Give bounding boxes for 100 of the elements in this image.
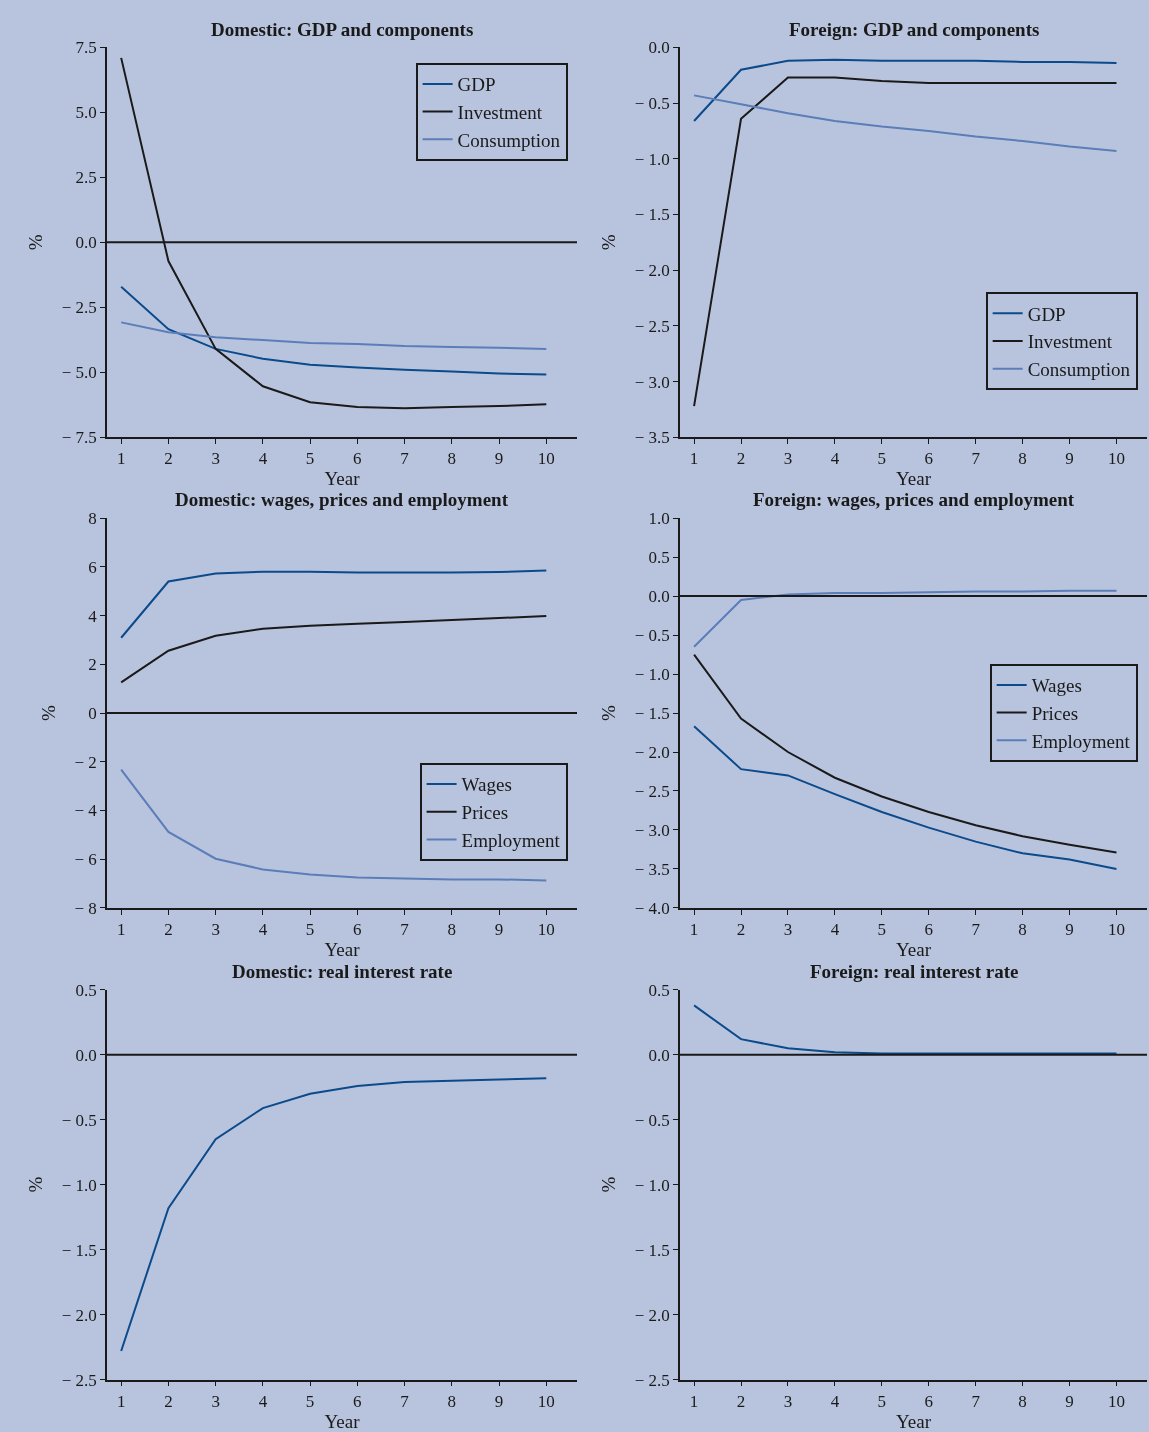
x-tick-label: 6 bbox=[924, 920, 933, 940]
y-tick-label: − 3.5 bbox=[634, 859, 670, 879]
x-tick-label: 7 bbox=[400, 920, 410, 940]
y-tick-label: − 0.5 bbox=[634, 626, 670, 646]
y-axis-title: % bbox=[25, 1176, 47, 1193]
x-tick-label: 6 bbox=[924, 449, 933, 469]
legend-label: Prices bbox=[1031, 702, 1079, 724]
x-tick-label: 2 bbox=[736, 449, 746, 469]
x-tick-label: 2 bbox=[164, 920, 173, 940]
y-tick-label: 8 bbox=[88, 509, 97, 529]
x-tick-label: 5 bbox=[877, 1391, 887, 1411]
y-tick-label: − 1.5 bbox=[634, 1240, 670, 1260]
y-tick-label: − 6 bbox=[74, 850, 97, 870]
x-tick-label: 2 bbox=[164, 1391, 173, 1411]
line-series bbox=[693, 1004, 1118, 1055]
y-tick-label: − 1.0 bbox=[61, 1175, 97, 1195]
y-tick-label: 0.0 bbox=[648, 587, 670, 607]
x-tick-label: 3 bbox=[783, 449, 793, 469]
y-tick-label: − 4.0 bbox=[634, 898, 670, 918]
chart-title: Domestic: GDP and components bbox=[211, 19, 474, 40]
line-series bbox=[120, 615, 548, 684]
x-tick-label: 8 bbox=[1018, 449, 1027, 469]
x-tick-label: 1 bbox=[116, 1391, 126, 1411]
legend-label: Prices bbox=[461, 802, 509, 824]
y-tick-label: 0.0 bbox=[75, 233, 97, 253]
x-tick-label: 6 bbox=[353, 920, 362, 940]
x-axis-title: Year bbox=[324, 468, 361, 490]
y-tick-label: − 2.0 bbox=[634, 1305, 670, 1325]
y-tick-label: − 2.5 bbox=[61, 1370, 97, 1390]
y-tick-label: − 0.5 bbox=[634, 1110, 670, 1130]
y-tick-label: − 8 bbox=[74, 898, 97, 918]
y-tick-label: 0.5 bbox=[648, 548, 670, 568]
x-tick-label: 7 bbox=[971, 449, 981, 469]
x-tick-label: 4 bbox=[258, 1391, 268, 1411]
x-tick-label: 7 bbox=[400, 449, 410, 469]
x-tick-label: 4 bbox=[830, 449, 840, 469]
y-tick-label: 0.0 bbox=[648, 38, 670, 58]
y-tick-label: 2.5 bbox=[75, 168, 97, 188]
y-axis-title: % bbox=[598, 1176, 620, 1193]
x-tick-label: 5 bbox=[305, 1391, 315, 1411]
y-tick-label: 0.5 bbox=[75, 980, 97, 1000]
y-tick-label: − 1.0 bbox=[634, 149, 670, 169]
x-tick-label: 9 bbox=[494, 449, 504, 469]
legend-label: Employment bbox=[1031, 730, 1131, 752]
x-tick-label: 3 bbox=[211, 1391, 220, 1411]
legend-label: Wages bbox=[461, 774, 512, 796]
y-tick-label: − 0.5 bbox=[634, 94, 670, 114]
x-tick-label: 7 bbox=[400, 1391, 410, 1411]
x-axis-title: Year bbox=[895, 468, 932, 490]
x-tick-label: 2 bbox=[736, 1391, 746, 1411]
y-tick-label: − 2.5 bbox=[634, 781, 670, 801]
x-tick-label: 10 bbox=[537, 920, 555, 940]
x-tick-label: 10 bbox=[1107, 920, 1125, 940]
x-tick-label: 9 bbox=[494, 920, 504, 940]
x-tick-label: 10 bbox=[537, 449, 555, 469]
line-series bbox=[120, 321, 548, 350]
y-tick-label: 2 bbox=[88, 655, 97, 675]
y-tick-label: − 3.0 bbox=[634, 372, 670, 392]
legend-label: Consumption bbox=[1027, 359, 1131, 381]
y-tick-label: − 2.0 bbox=[634, 261, 670, 281]
y-tick-label: − 2.0 bbox=[61, 1305, 97, 1325]
y-tick-label: − 1.5 bbox=[634, 205, 670, 225]
x-tick-label: 8 bbox=[1018, 920, 1027, 940]
x-tick-label: 1 bbox=[116, 920, 126, 940]
x-tick-label: 9 bbox=[1065, 449, 1074, 469]
x-tick-label: 4 bbox=[830, 1391, 840, 1411]
y-tick-label: − 2 bbox=[74, 752, 97, 772]
x-tick-label: 3 bbox=[783, 920, 793, 940]
chart-title: Foreign: real interest rate bbox=[810, 961, 1019, 982]
x-tick-label: 8 bbox=[447, 1391, 457, 1411]
y-tick-label: 6 bbox=[88, 557, 97, 577]
x-tick-label: 4 bbox=[258, 449, 268, 469]
x-tick-label: 6 bbox=[353, 1391, 362, 1411]
y-tick-label: − 3.0 bbox=[634, 820, 670, 840]
x-tick-label: 10 bbox=[1107, 1391, 1125, 1411]
x-tick-label: 9 bbox=[494, 1391, 504, 1411]
x-tick-label: 8 bbox=[447, 449, 457, 469]
y-tick-label: 0.0 bbox=[75, 1045, 97, 1065]
line-series bbox=[120, 285, 548, 376]
y-axis-title: % bbox=[598, 234, 620, 251]
y-axis-title: % bbox=[37, 704, 59, 721]
line-series bbox=[120, 1077, 548, 1352]
y-tick-label: 1.0 bbox=[648, 509, 670, 529]
y-tick-label: − 1.0 bbox=[634, 665, 670, 684]
x-tick-label: 5 bbox=[877, 449, 887, 469]
y-axis-title: % bbox=[25, 234, 47, 251]
y-tick-label: − 0.5 bbox=[61, 1110, 97, 1130]
legend-label: GDP bbox=[1027, 303, 1066, 325]
legend-label: Investment bbox=[457, 102, 543, 124]
y-tick-label: − 1.0 bbox=[634, 1175, 670, 1195]
y-tick-label: 0.5 bbox=[648, 980, 670, 1000]
y-tick-label: 0.0 bbox=[648, 1045, 670, 1065]
x-tick-label: 10 bbox=[537, 1391, 555, 1411]
line-series bbox=[693, 589, 1118, 648]
x-tick-label: 7 bbox=[971, 920, 981, 940]
x-tick-label: 3 bbox=[783, 1391, 793, 1411]
x-tick-label: 6 bbox=[924, 1391, 933, 1411]
x-tick-label: 1 bbox=[116, 449, 126, 469]
y-axis-title: % bbox=[598, 704, 620, 721]
y-tick-label: − 1.5 bbox=[61, 1240, 97, 1260]
